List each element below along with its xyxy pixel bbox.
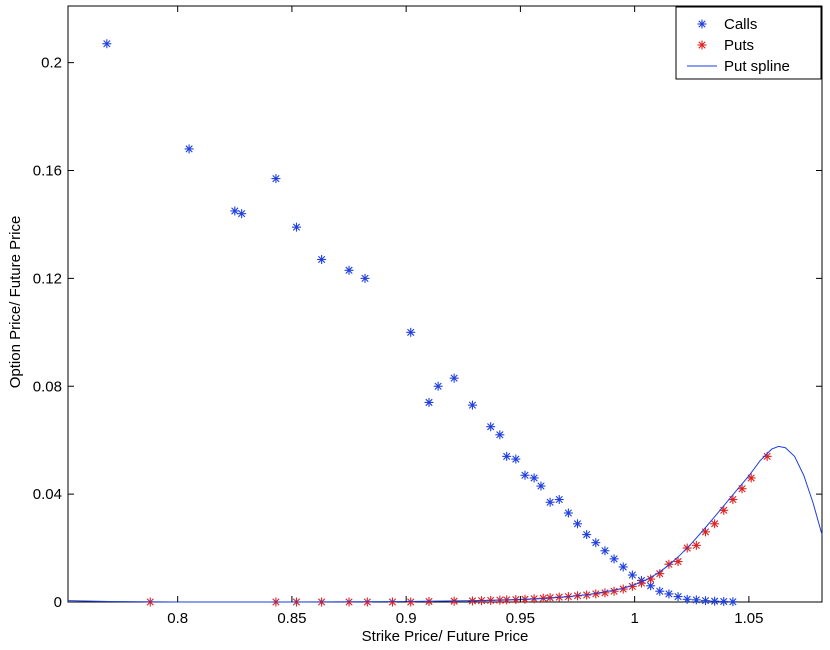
point-calls: [230, 206, 240, 216]
point-calls: [467, 400, 477, 410]
point-calls: [728, 597, 738, 607]
legend-marker-puts: [697, 40, 707, 50]
series-line-put-spline: [67, 445, 823, 603]
point-calls: [591, 538, 601, 548]
legend-asterisk-puts: [697, 40, 707, 50]
point-calls: [536, 481, 546, 491]
point-calls: [102, 39, 112, 49]
point-puts: [600, 588, 610, 598]
point-puts: [673, 557, 683, 567]
axis-ticks: 0.8 0.85 0.9 0.95 1 1.05 0 0.04 0.08 0.12 0.16 0.2: [33, 6, 822, 627]
legend-asterisk-calls: [697, 19, 707, 29]
point-puts: [746, 473, 756, 483]
point-calls: [271, 174, 281, 184]
point-calls: [502, 451, 512, 461]
point-calls: [609, 554, 619, 564]
point-puts: [700, 527, 710, 537]
point-calls: [237, 209, 247, 219]
y-tick-label: 0.08: [33, 378, 62, 395]
point-calls: [655, 586, 665, 596]
point-puts: [728, 495, 738, 505]
point-calls: [511, 454, 521, 464]
point-puts: [646, 574, 656, 584]
point-calls: [664, 589, 674, 599]
point-puts: [406, 597, 416, 607]
y-tick-label: 0.12: [33, 270, 62, 287]
point-calls: [582, 530, 592, 540]
point-puts: [737, 484, 747, 494]
point-puts: [591, 589, 601, 599]
y-tick-label: 0: [54, 594, 62, 611]
legend-marker-calls: [697, 19, 707, 29]
point-calls: [563, 508, 573, 518]
x-tick-label: 0.8: [167, 610, 188, 627]
point-calls: [545, 497, 555, 507]
x-tick-label: 1: [630, 610, 638, 627]
point-calls: [618, 562, 628, 572]
point-calls: [291, 222, 301, 232]
point-calls: [600, 546, 610, 556]
point-calls: [700, 596, 710, 606]
y-tick-label: 0.2: [41, 55, 62, 72]
point-calls: [682, 594, 692, 604]
point-calls: [673, 592, 683, 602]
point-calls: [424, 397, 434, 407]
y-tick-label: 0.04: [33, 486, 62, 503]
point-puts: [710, 519, 720, 529]
x-axis-label: Strike Price/ Future Price: [362, 628, 529, 645]
legend-label-put-spline: Put spline: [724, 58, 790, 75]
point-calls: [691, 595, 701, 605]
legend-label-calls: Calls: [724, 16, 757, 33]
legend-entry-calls: Calls: [697, 16, 757, 33]
point-calls: [710, 596, 720, 606]
point-puts: [691, 540, 701, 550]
point-calls: [360, 273, 370, 283]
point-calls: [495, 430, 505, 440]
point-calls: [486, 422, 496, 432]
point-calls: [344, 265, 354, 275]
chart-marks: [67, 39, 823, 607]
point-calls: [627, 570, 637, 580]
point-calls: [433, 381, 443, 391]
legend: Calls Puts Put spline: [675, 6, 822, 80]
plot-area: [67, 5, 823, 603]
point-calls: [317, 255, 327, 265]
point-calls: [184, 144, 194, 154]
y-axis-label: Option Price/ Future Price: [7, 216, 24, 389]
legend-label-puts: Puts: [724, 37, 754, 54]
point-puts: [627, 581, 637, 591]
point-calls: [520, 470, 530, 480]
x-tick-label: 0.95: [506, 610, 535, 627]
point-calls: [406, 327, 416, 337]
y-tick-label: 0.16: [33, 163, 62, 180]
point-calls: [554, 495, 564, 505]
legend-entry-put-spline: Put spline: [687, 58, 790, 75]
x-tick-label: 1.05: [734, 610, 763, 627]
point-calls: [449, 373, 459, 383]
x-tick-label: 0.85: [277, 610, 306, 627]
point-calls: [573, 519, 583, 529]
point-calls: [719, 596, 729, 606]
x-tick-label: 0.9: [396, 610, 417, 627]
legend-entry-puts: Puts: [697, 37, 754, 54]
point-calls: [529, 473, 539, 483]
